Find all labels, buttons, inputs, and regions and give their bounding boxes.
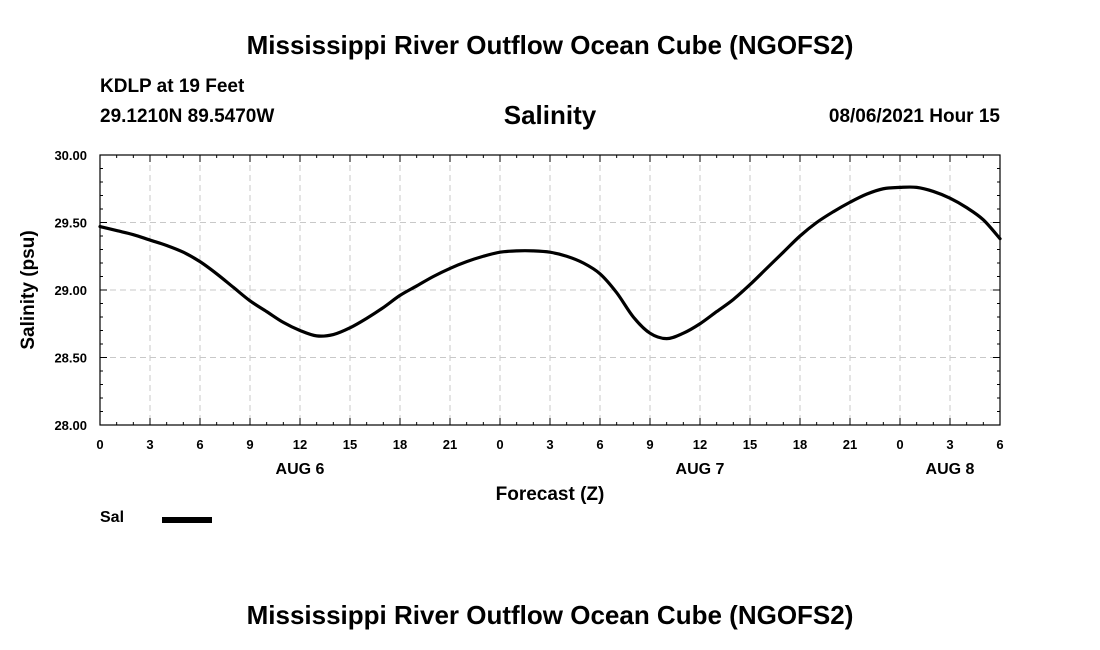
x-tick-label: 12 [693, 437, 707, 452]
y-tick-label: 29.50 [54, 216, 87, 231]
x-tick-label: 0 [496, 437, 503, 452]
x-tick-label: 21 [443, 437, 457, 452]
x-tick-label: 0 [96, 437, 103, 452]
x-tick-label: 3 [546, 437, 553, 452]
main-title: Mississippi River Outflow Ocean Cube (NG… [246, 30, 854, 60]
x-tick-label: 18 [793, 437, 807, 452]
x-axis-title: Forecast (Z) [496, 484, 605, 505]
date-label: AUG 8 [926, 461, 975, 478]
y-tick-label: 28.50 [54, 351, 87, 366]
x-tick-label: 15 [343, 437, 357, 452]
y-tick-label: 28.00 [54, 418, 87, 433]
footer-title: Mississippi River Outflow Ocean Cube (NG… [246, 600, 854, 630]
x-tick-label: 18 [393, 437, 407, 452]
forecast-datestamp: 08/06/2021 Hour 15 [828, 106, 1000, 127]
x-tick-label: 0 [896, 437, 903, 452]
station-coordinates: 29.1210N 89.5470W [100, 106, 275, 127]
x-tick-label: 6 [996, 437, 1003, 452]
legend-label: Sal [100, 509, 125, 526]
x-tick-label: 9 [246, 437, 253, 452]
plot-frame [99, 154, 1001, 426]
x-tick-label: 15 [743, 437, 757, 452]
grid-lines [100, 155, 1000, 425]
x-tick-label: 6 [196, 437, 203, 452]
legend-swatch [162, 517, 212, 523]
date-label: AUG 6 [276, 461, 325, 478]
date-label: AUG 7 [676, 461, 725, 478]
x-tick-label: 3 [946, 437, 953, 452]
y-tick-label: 30.00 [54, 148, 87, 163]
station-label: KDLP at 19 Feet [100, 76, 245, 97]
x-tick-label: 9 [646, 437, 653, 452]
y-axis-title: Salinity (psu) [18, 230, 39, 349]
x-tick-label: 6 [596, 437, 603, 452]
x-tick-label: 21 [843, 437, 857, 452]
chart-title: Salinity [503, 100, 597, 130]
x-tick-label: 3 [146, 437, 153, 452]
x-tick-label: 12 [293, 437, 307, 452]
y-tick-label: 29.00 [54, 283, 87, 298]
series-line-sal [98, 185, 1002, 341]
